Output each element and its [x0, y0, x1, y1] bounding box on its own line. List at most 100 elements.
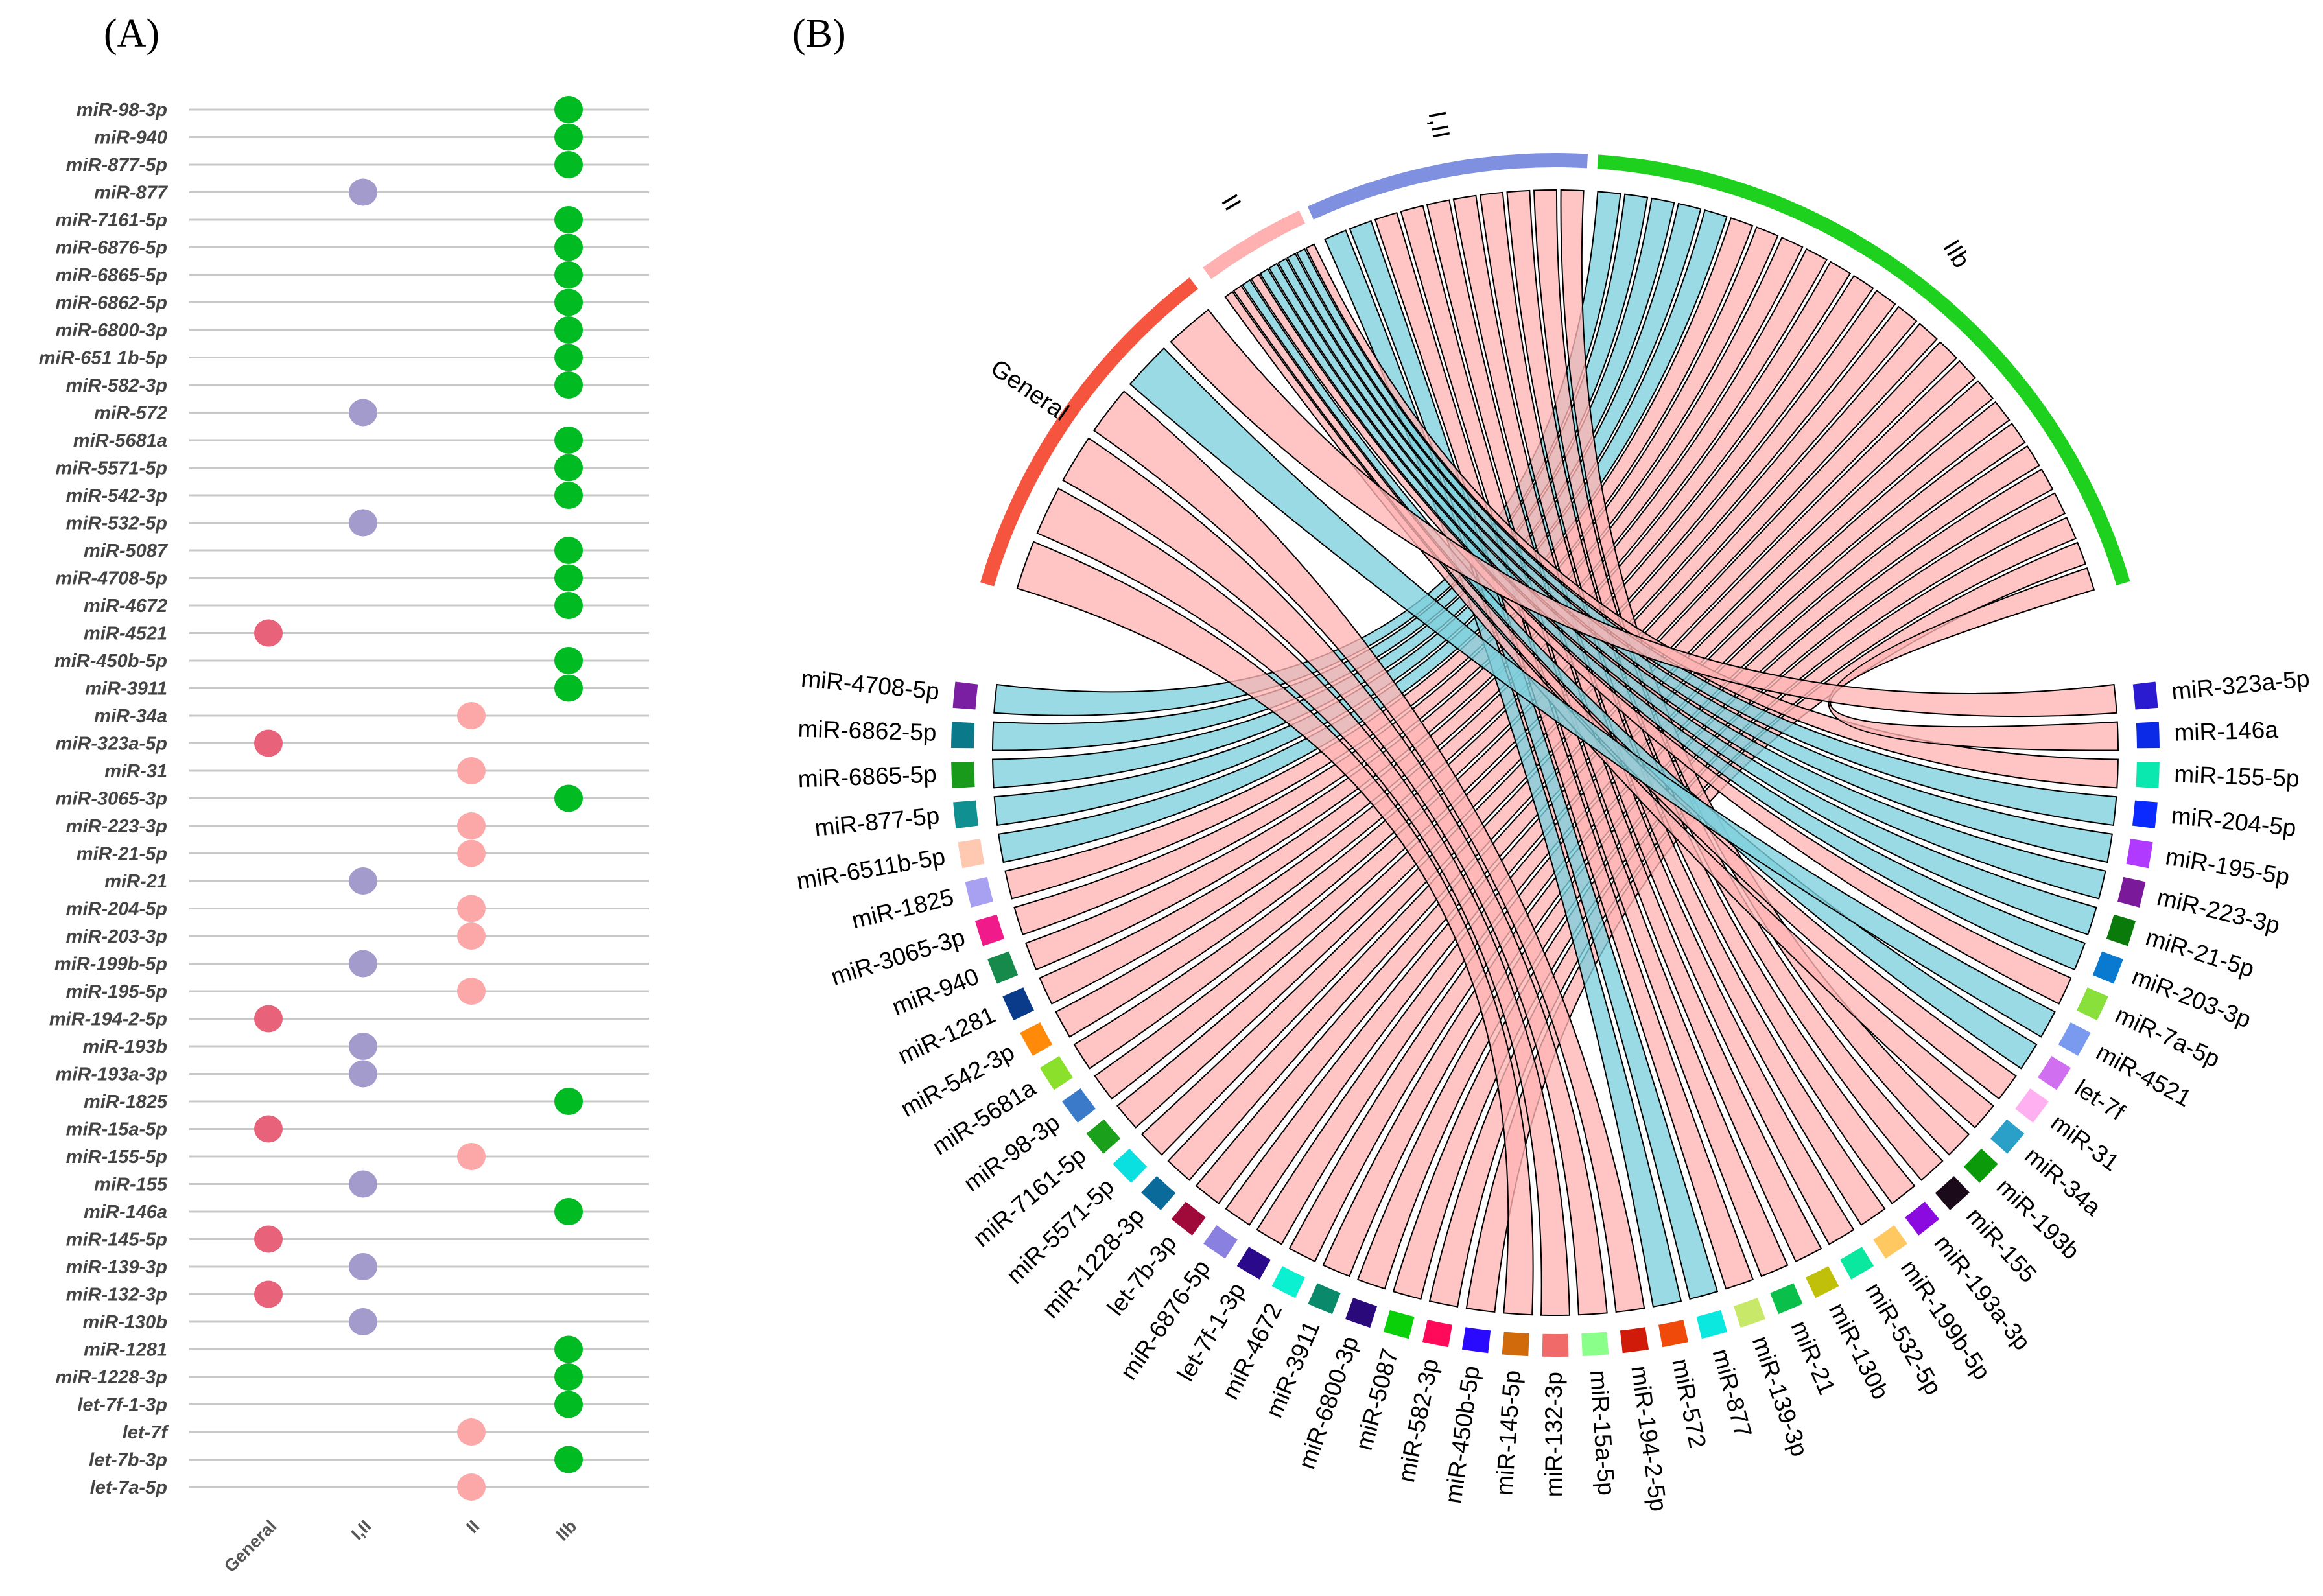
- dot-I,II: [349, 509, 377, 537]
- row-label: miR-34a: [94, 706, 167, 727]
- mirna-segment: [2136, 761, 2160, 789]
- row-label: miR-3065-3p: [56, 789, 167, 810]
- row: miR-223-3p: [66, 812, 649, 839]
- dot-II: [457, 812, 486, 839]
- row-label: miR-6865-5p: [56, 265, 167, 286]
- row: miR-5087: [84, 537, 649, 564]
- dot-II: [457, 978, 486, 1005]
- row-label: miR-5571-5p: [56, 458, 167, 479]
- row: miR-940: [94, 123, 649, 151]
- chord-ribbon: [993, 191, 1621, 716]
- row: miR-572: [94, 399, 649, 427]
- mirna-label: miR-146a: [2174, 716, 2279, 746]
- row: miR-34a: [94, 702, 649, 729]
- dot-IIb: [554, 233, 583, 261]
- chord-ribbon: [1250, 273, 2072, 1005]
- mirna-label: miR-21: [1786, 1317, 1841, 1399]
- row: miR-450b-5p: [54, 647, 649, 674]
- row: miR-139-3p: [66, 1253, 649, 1280]
- group-label: General: [985, 355, 1073, 427]
- row-label: miR-572: [94, 403, 167, 424]
- mirna-label: miR-450b-5p: [1440, 1364, 1485, 1505]
- row-label: miR-195-5p: [66, 981, 167, 1002]
- mirna-segment: [1990, 1119, 2025, 1154]
- mirna-segment: [1770, 1283, 1803, 1315]
- row-label: let-7f-1-3p: [77, 1395, 167, 1416]
- chord-ribbon: [1286, 252, 2113, 863]
- dot-I,II: [349, 867, 377, 895]
- chord-ribbon: [1140, 323, 1938, 1156]
- row-label: miR-651 1b-5p: [39, 348, 167, 369]
- mirna-segment: [2117, 876, 2146, 908]
- row: miR-6876-5p: [56, 233, 649, 261]
- row-label: let-7f: [123, 1422, 170, 1443]
- mirna-segment: [1203, 1225, 1238, 1259]
- row-label: miR-132-3p: [66, 1285, 167, 1306]
- dot-I,II: [349, 1170, 377, 1198]
- group-arc-IIb: [1597, 154, 2130, 586]
- dot-General: [254, 729, 283, 757]
- row-label: miR-6876-5p: [56, 238, 167, 259]
- row: miR-6800-3p: [56, 316, 649, 344]
- mirna-segment: [1733, 1298, 1766, 1328]
- mirna-label: miR-572: [1667, 1356, 1711, 1450]
- mirna-segment: [951, 761, 975, 789]
- row: miR-323a-5p: [56, 729, 649, 757]
- mirna-segment: [1905, 1201, 1940, 1236]
- chord-ribbon: [1479, 191, 1886, 1226]
- row: miR-130b: [82, 1308, 649, 1335]
- mirna-label: let-7f: [2070, 1074, 2130, 1125]
- row-label: miR-6862-5p: [56, 293, 167, 314]
- row-label: miR-532-5p: [66, 513, 167, 534]
- chord-ribbon: [1828, 567, 2119, 751]
- row: let-7f-1-3p: [77, 1391, 649, 1418]
- dot-I,II: [349, 178, 377, 206]
- mirna-segment: [1581, 1332, 1609, 1357]
- dot-IIb: [554, 1335, 583, 1363]
- group-label: IIb: [1937, 235, 1975, 273]
- mirna-segment: [2058, 1022, 2091, 1056]
- dot-IIb: [554, 261, 583, 288]
- row-label: miR-323a-5p: [56, 734, 167, 755]
- row-label: miR-5681a: [73, 430, 167, 451]
- row-label: miR-7161-5p: [56, 210, 167, 231]
- mirna-segment: [1422, 1320, 1453, 1348]
- chord-ribbon: [1288, 423, 2026, 1263]
- mirna-segment: [1963, 1148, 1998, 1183]
- mirna-segment: [1873, 1225, 1907, 1259]
- dot-I,II: [349, 1308, 377, 1335]
- dot-IIb: [554, 288, 583, 316]
- row: miR-15a-5p: [66, 1115, 649, 1143]
- chord-ribbon: [1452, 194, 1855, 1245]
- row-label: miR-204-5p: [66, 899, 167, 920]
- mirna-label: miR-1825: [849, 884, 956, 934]
- row-label: miR-194-2-5p: [49, 1009, 167, 1030]
- dot-IIb: [554, 427, 583, 454]
- mirna-segment: [1383, 1309, 1415, 1339]
- dot-General: [254, 1005, 283, 1033]
- column-label: II: [462, 1516, 483, 1537]
- row-label: miR-146a: [84, 1202, 167, 1223]
- dot-I,II: [349, 1060, 377, 1088]
- row: miR-155-5p: [66, 1143, 649, 1170]
- row: miR-4708-5p: [56, 564, 649, 592]
- mirna-label: miR-5087: [1350, 1346, 1404, 1453]
- row-label: miR-193b: [82, 1037, 167, 1057]
- chord-ribbon: [1277, 257, 2106, 900]
- mirna-segment: [1658, 1320, 1689, 1348]
- mirna-segment: [1236, 1247, 1271, 1280]
- mirna-segment: [1806, 1266, 1839, 1298]
- row: let-7b-3p: [89, 1446, 649, 1473]
- mirna-label: miR-204-5p: [2170, 802, 2298, 841]
- chord-ribbon: [1426, 199, 1822, 1263]
- row: miR-199b-5p: [54, 950, 649, 978]
- chord-ribbon: [1259, 268, 2086, 971]
- row-label: miR-203-3p: [66, 926, 167, 947]
- row: miR-21: [104, 867, 649, 895]
- dot-I,II: [349, 399, 377, 427]
- row: miR-6865-5p: [56, 261, 649, 288]
- row-label: miR-940: [94, 128, 167, 148]
- dot-IIb: [554, 1391, 583, 1418]
- chord-ribbon: [1322, 445, 2040, 1278]
- mirna-segment: [2136, 722, 2160, 749]
